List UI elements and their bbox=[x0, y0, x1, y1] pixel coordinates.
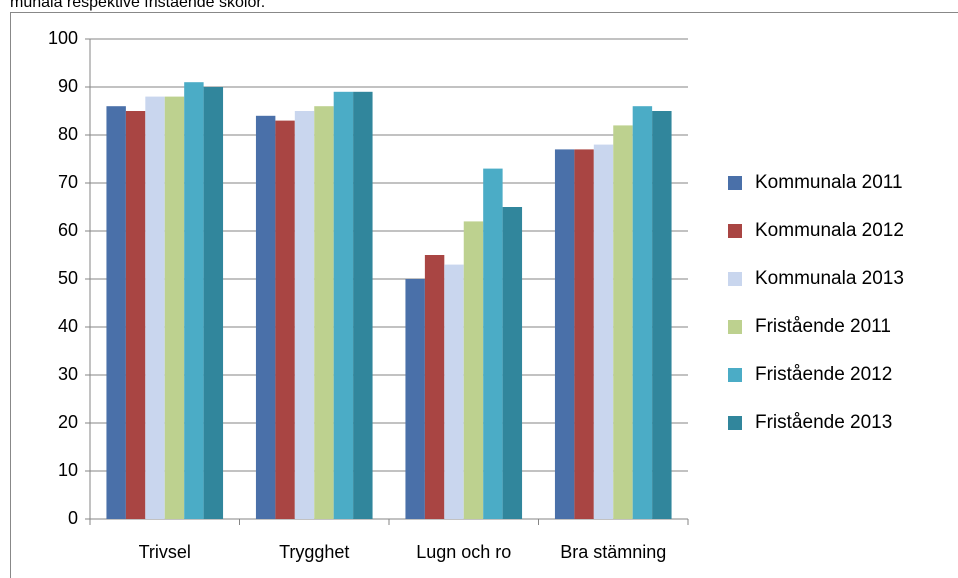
legend-label: Fristående 2011 bbox=[755, 316, 891, 337]
caption: munala respektive fristående skolor. bbox=[10, 0, 265, 11]
legend-swatch bbox=[728, 272, 742, 286]
bar bbox=[333, 91, 354, 520]
y-tick-label: 60 bbox=[58, 220, 78, 240]
bar bbox=[554, 149, 575, 519]
y-tick-label: 100 bbox=[48, 28, 78, 48]
bar bbox=[652, 111, 672, 519]
bar bbox=[184, 82, 204, 519]
bar bbox=[613, 125, 633, 520]
legend-swatch bbox=[728, 176, 742, 190]
bar bbox=[255, 115, 276, 520]
legend-label: Kommunala 2013 bbox=[755, 268, 904, 289]
y-tick-label: 80 bbox=[58, 124, 78, 144]
y-tick-label: 40 bbox=[58, 316, 78, 336]
bar bbox=[294, 111, 315, 519]
bar bbox=[444, 264, 464, 519]
bar bbox=[125, 111, 146, 519]
y-tick-label: 20 bbox=[58, 412, 78, 432]
legend-label: Fristående 2013 bbox=[755, 412, 892, 433]
legend-swatch bbox=[728, 224, 742, 238]
y-tick-label: 90 bbox=[58, 76, 78, 96]
bar bbox=[574, 149, 594, 519]
y-tick-label: 30 bbox=[58, 364, 78, 384]
bar bbox=[164, 96, 185, 519]
bar bbox=[145, 96, 165, 519]
bar bbox=[463, 221, 484, 519]
y-tick-label: 50 bbox=[58, 268, 78, 288]
legend-label: Fristående 2012 bbox=[755, 364, 892, 385]
bar bbox=[424, 255, 445, 519]
bar bbox=[353, 91, 373, 520]
bar bbox=[405, 279, 425, 519]
x-tick-label: Lugn och ro bbox=[416, 542, 511, 562]
legend-label: Kommunala 2012 bbox=[755, 220, 904, 241]
bar bbox=[314, 106, 334, 519]
bar bbox=[275, 120, 295, 519]
bar bbox=[632, 106, 653, 519]
bar bbox=[203, 87, 224, 519]
x-tick-label: Trygghet bbox=[279, 542, 349, 562]
x-tick-label: Trivsel bbox=[139, 542, 191, 562]
bar bbox=[106, 106, 126, 519]
bar bbox=[483, 168, 503, 519]
legend-swatch bbox=[728, 320, 742, 334]
x-tick-label: Bra stämning bbox=[560, 542, 666, 562]
y-tick-label: 10 bbox=[58, 460, 78, 480]
legend-label: Kommunala 2011 bbox=[755, 172, 903, 193]
legend-swatch bbox=[728, 368, 742, 382]
y-tick-label: 0 bbox=[68, 508, 78, 528]
y-tick-label: 70 bbox=[58, 172, 78, 192]
legend-swatch bbox=[728, 416, 742, 430]
bar bbox=[593, 144, 614, 519]
bar bbox=[502, 207, 523, 519]
